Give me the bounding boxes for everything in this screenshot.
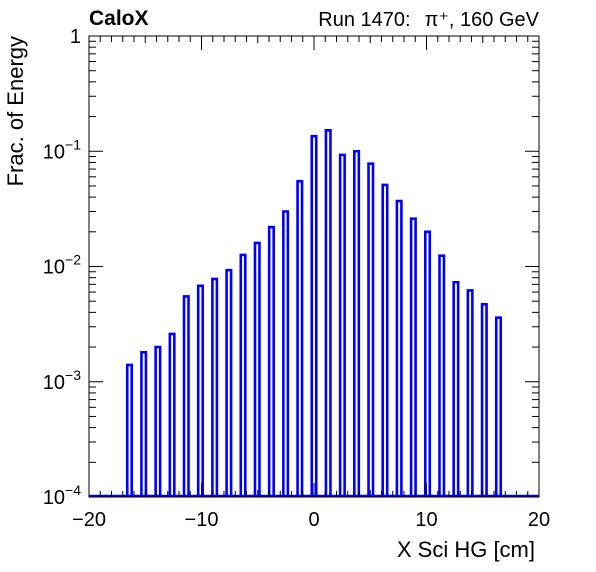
histogram-bar xyxy=(381,183,389,497)
x-tick-label: −10 xyxy=(185,509,219,531)
x-tick-label: 10 xyxy=(415,509,437,531)
histogram-bar xyxy=(338,153,346,497)
brand-label: CaloX xyxy=(89,7,149,30)
y-tick-label: 10−4 xyxy=(43,482,81,509)
histogram-bar xyxy=(296,179,304,497)
histogram-bar xyxy=(494,316,503,497)
histogram-bar xyxy=(282,210,290,497)
histogram-bar xyxy=(438,254,446,497)
histogram-bar xyxy=(253,241,261,497)
y-axis-title: Frac. of Energy xyxy=(3,36,28,186)
histogram-bar xyxy=(480,302,488,497)
x-tick-label: 20 xyxy=(528,509,550,531)
x-axis-title: X Sci HG [cm] xyxy=(397,537,535,562)
histogram-bar xyxy=(239,253,247,497)
histogram-bar xyxy=(267,225,275,497)
histogram-bar xyxy=(423,230,432,497)
histogram-bar xyxy=(409,217,417,497)
histogram-bar xyxy=(168,332,176,497)
beam-label: π⁺, 160 GeV xyxy=(424,9,539,31)
run-info: Run 1470: π⁺, 160 GeV xyxy=(318,7,539,32)
x-tick-label: −20 xyxy=(72,509,106,531)
y-tick-label: 1 xyxy=(70,26,81,48)
histogram-bar xyxy=(466,289,474,497)
histogram-bar xyxy=(182,295,190,497)
histogram-bar xyxy=(395,199,403,497)
histogram-bar xyxy=(367,162,375,497)
y-tick-label: 10−1 xyxy=(43,136,81,163)
histogram-bar xyxy=(196,284,205,497)
histogram-bar xyxy=(140,351,148,497)
histogram-bar xyxy=(125,363,134,497)
y-tick-label: 10−3 xyxy=(43,367,81,394)
histogram-bar xyxy=(154,345,162,497)
histogram-bar xyxy=(211,277,219,497)
histogram-bar xyxy=(452,280,460,497)
histogram-bar xyxy=(310,134,318,497)
histogram-bar xyxy=(353,149,361,497)
histogram-bar xyxy=(324,128,332,497)
histogram-bar xyxy=(225,268,233,497)
x-tick-label: 0 xyxy=(308,509,319,531)
y-tick-label: 10−2 xyxy=(43,252,81,279)
run-label: Run 1470: xyxy=(318,9,411,31)
